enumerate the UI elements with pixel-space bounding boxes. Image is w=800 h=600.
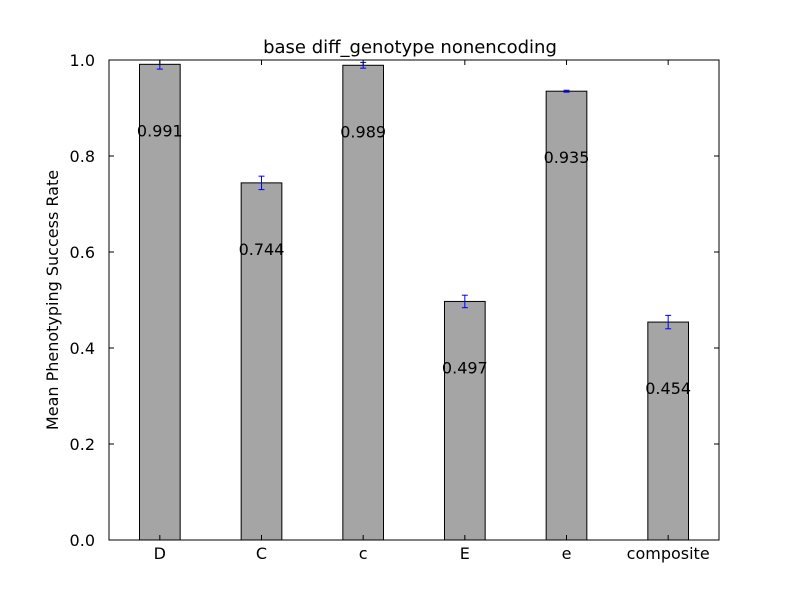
- y-tick-label: 0.4: [70, 339, 95, 358]
- value-label-composite: 0.454: [645, 379, 691, 398]
- value-label-c: 0.989: [340, 122, 386, 141]
- y-tick-label: 1.0: [70, 51, 95, 70]
- y-tick-label: 0.6: [70, 243, 95, 262]
- y-tick-label: 0.8: [70, 147, 95, 166]
- x-tick-label-e: e: [562, 544, 572, 563]
- bar-composite: [647, 321, 690, 541]
- error-bar-C: [258, 175, 265, 191]
- error-bar-E: [461, 294, 468, 309]
- x-tick-label-composite: composite: [627, 544, 710, 563]
- bar-E: [444, 300, 486, 541]
- x-tick-label-E: E: [460, 544, 470, 563]
- value-label-E: 0.497: [442, 358, 488, 377]
- bar-C: [240, 182, 283, 541]
- bar-c: [342, 64, 384, 541]
- y-axis-label: Mean Phenotyping Success Rate: [43, 170, 62, 430]
- error-bar-e: [563, 89, 570, 93]
- value-labels-layer: 0.991 0.744 0.989 0.497 0.935 0.454: [137, 121, 691, 398]
- value-label-D: 0.991: [137, 121, 183, 140]
- bar-D: [139, 63, 181, 541]
- x-tick-label-C: C: [256, 544, 267, 563]
- chart-title: base diff_genotype nonencoding: [263, 37, 557, 58]
- value-label-e: 0.935: [544, 148, 590, 167]
- y-tick-label: 0.0: [70, 531, 95, 550]
- x-tick-label-D: D: [154, 544, 166, 563]
- value-label-C: 0.744: [239, 240, 285, 259]
- error-bar-composite: [665, 314, 672, 330]
- plot-frame: [108, 59, 720, 541]
- y-tick-label: 0.2: [70, 435, 95, 454]
- x-tick-label-c: c: [359, 544, 368, 563]
- bars-layer: [139, 63, 690, 541]
